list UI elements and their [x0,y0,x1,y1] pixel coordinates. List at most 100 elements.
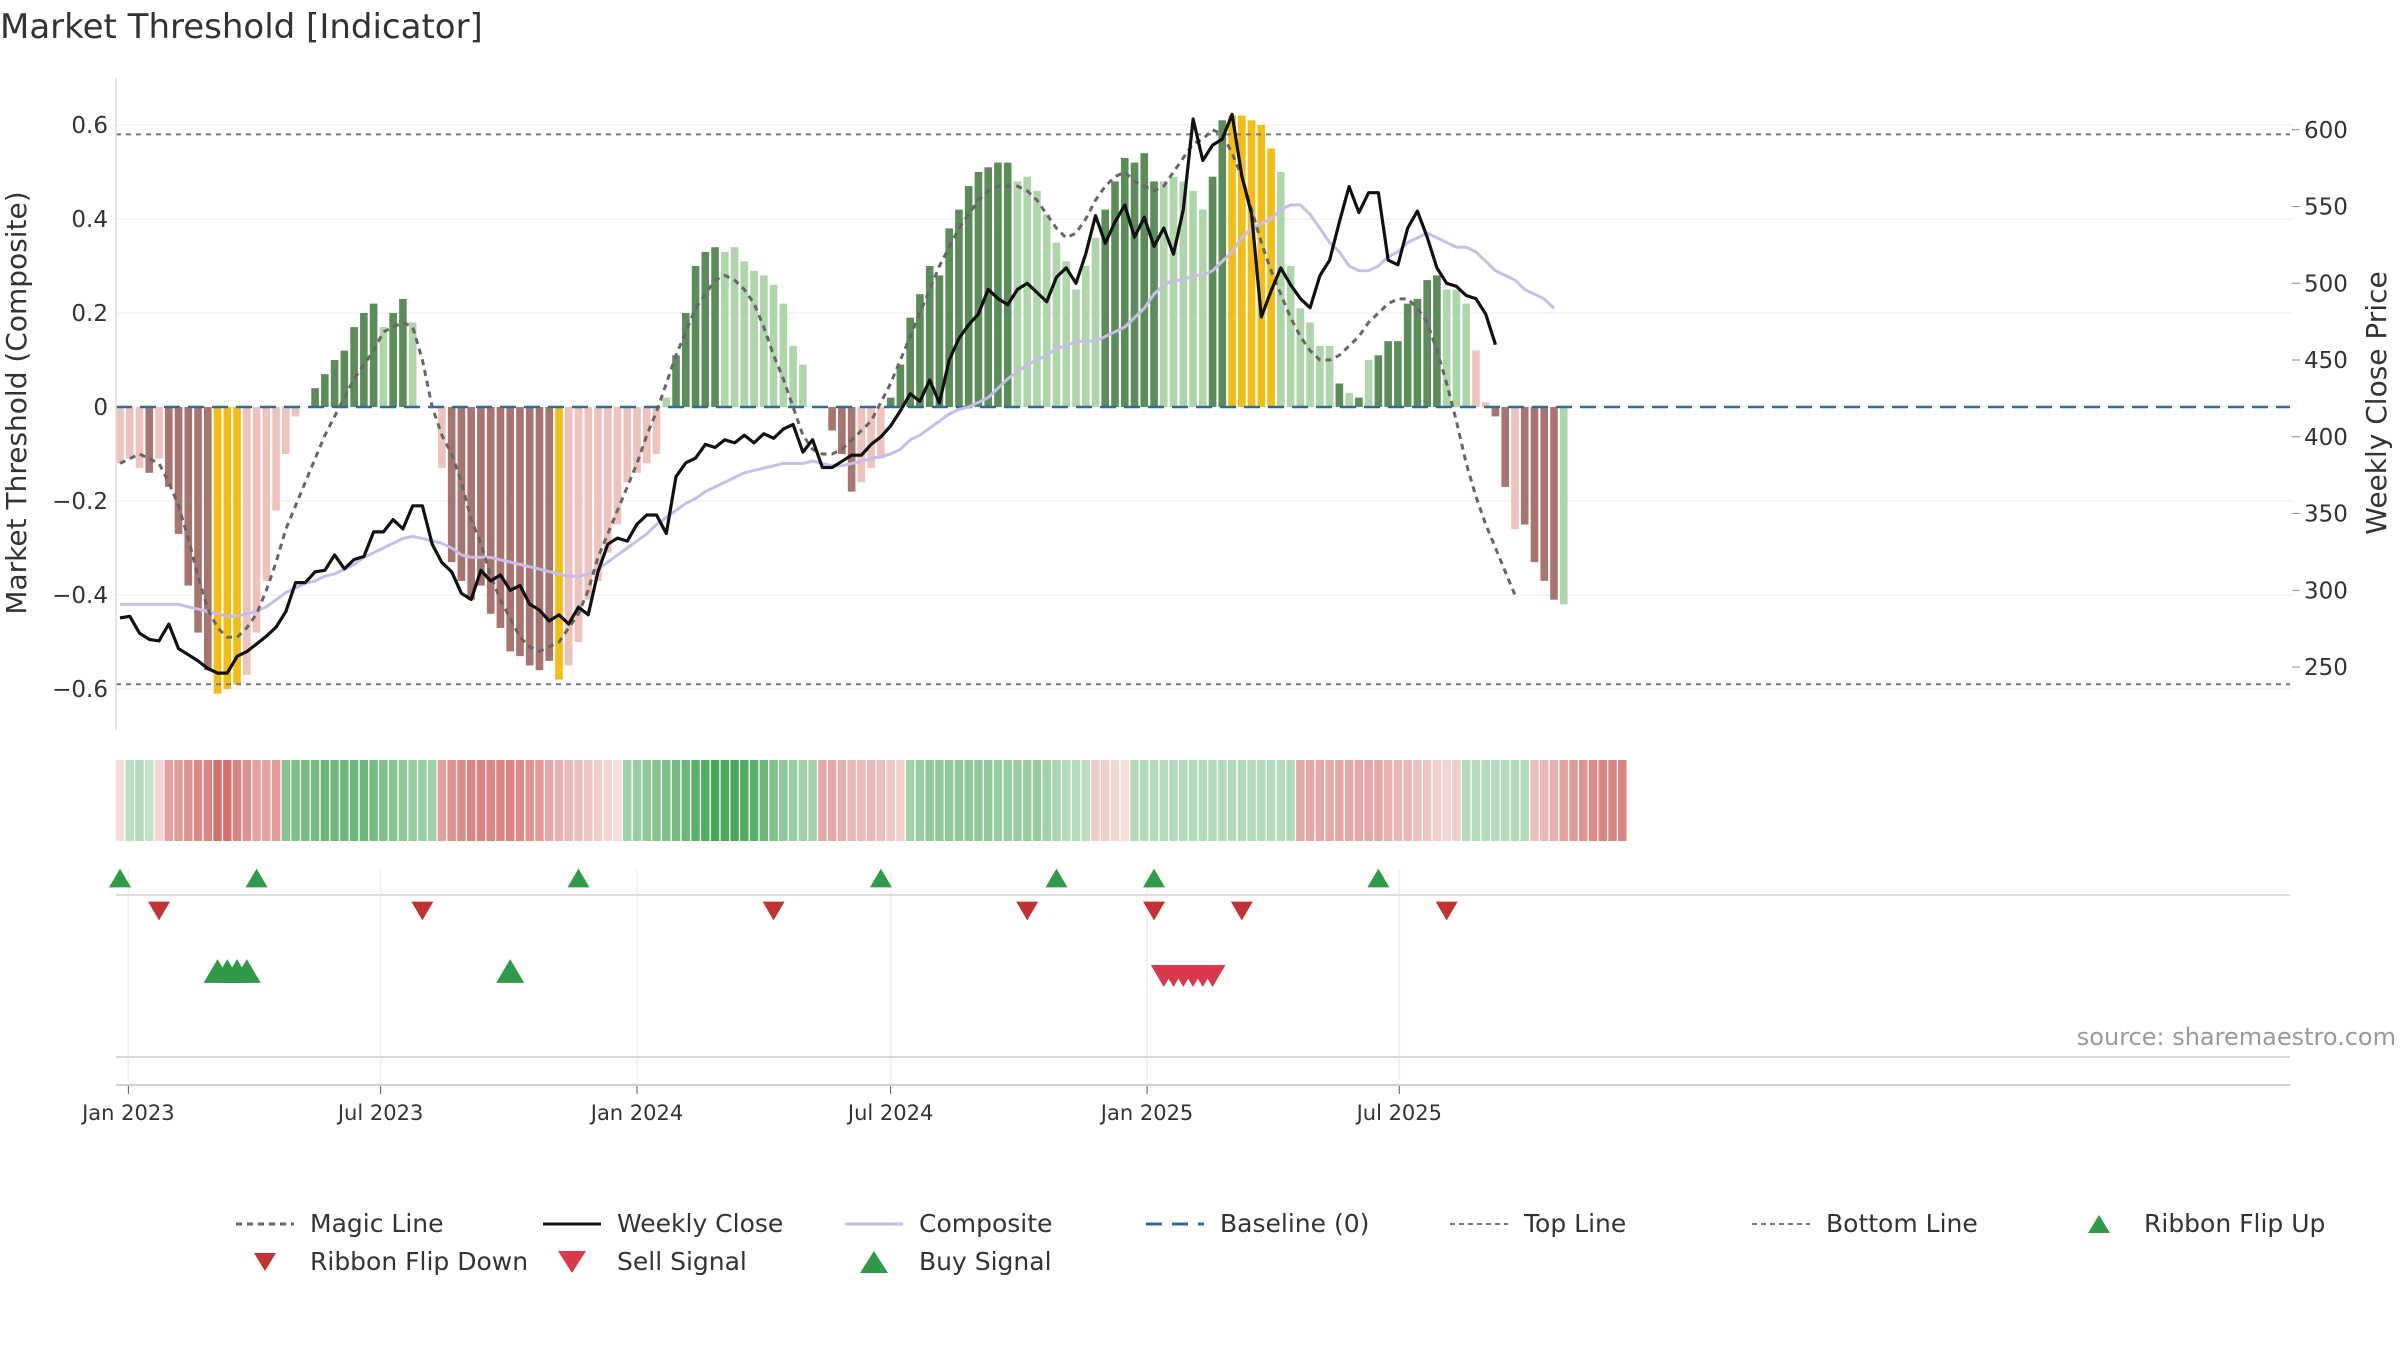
composite-bar [672,355,680,407]
y-right-tick-label: 250 [2304,655,2348,681]
y-right-tick-label: 300 [2304,578,2348,604]
ribbon-cell [193,760,203,841]
ribbon-cell [1491,760,1500,841]
y-left-tick-label: −0.4 [52,583,108,609]
ribbon-cell [1140,760,1149,841]
ribbon-cell [1159,760,1168,841]
ribbon-cell [301,760,310,841]
ribbon-cell [808,760,817,841]
signal-markers [109,868,1458,988]
composite-bar [1325,345,1334,407]
composite-bar [662,397,671,407]
sell-signal-marker [1199,964,1226,988]
ribbon-cell [145,760,154,841]
composite-bar [506,407,514,652]
ribbon-cell [1530,760,1539,841]
ribbon-cell [1305,760,1315,841]
composite-bar [408,322,417,407]
ribbon-cell [223,760,232,841]
ribbon-cell [545,760,554,841]
legend-label: Magic Line [310,1209,444,1238]
legend-swatch [558,1251,586,1273]
composite-bar [711,247,719,407]
composite-bar [896,364,905,407]
y-axis-right-label: Weekly Close Price [2360,271,2393,534]
composite-bar [477,407,485,586]
ribbon-flip-down-marker [1143,901,1166,921]
ribbon-cell [983,760,993,841]
ribbon-cell [623,760,632,841]
composite-bar [633,407,641,473]
ribbon-cell [486,760,495,841]
ribbon-flip-down-marker [1230,901,1253,921]
ribbon-cell [1549,760,1559,841]
ribbon-cell [1198,760,1208,841]
composite-bar [1559,407,1568,605]
ribbon-flip-up-marker [1045,868,1068,888]
composite-bar [1257,125,1266,407]
ribbon-cell [310,760,320,841]
composite-bar [360,313,368,407]
composite-bar [1179,181,1188,407]
ribbon-cell [584,760,593,841]
composite-bar [1296,308,1305,407]
composite-bar [564,407,573,666]
ribbon-cell [1354,760,1364,841]
magic-line [119,127,1517,654]
composite-bar [1540,407,1549,581]
composite-bar [525,407,534,666]
legend-label: Ribbon Flip Up [2144,1209,2325,1238]
ribbon-cell [330,760,339,841]
composite-bar [760,275,768,407]
ribbon-cell [1452,760,1461,841]
composite-bar [1159,181,1168,407]
ribbon-cell [964,760,973,841]
y-axis-left-label: Market Threshold (Composite) [0,191,33,614]
composite-bar [1169,176,1178,407]
ribbon-cell [1276,760,1286,841]
ribbon-cell [1257,760,1266,841]
ribbon-cell [603,760,612,841]
ribbon-cell [1315,760,1325,841]
composite-bar [974,172,983,407]
composite-bar [213,407,222,694]
legend: Magic Line Weekly Close Composite Baseline … [236,1209,2325,1276]
composite-bar [1481,402,1490,407]
composite-bar [164,407,173,487]
composite-bar [877,407,885,459]
ribbon-cell [1013,760,1022,841]
ribbon-cell [1413,760,1422,841]
composite-bar [681,313,690,407]
composite-bar [321,374,329,407]
composite-bar [1364,360,1373,407]
composite-bar [1003,162,1012,407]
legend-item-composite: Composite [845,1209,1052,1238]
composite-bar [594,407,602,581]
ribbon-cell [613,760,622,841]
composite-bar [457,407,466,581]
composite-bar [243,407,251,675]
composite-bar [1384,341,1392,407]
ribbon-flip-down-marker [1016,901,1039,921]
ribbon-cell [1608,760,1617,841]
ribbon-flip-up-marker [1143,868,1166,888]
composite-bar [838,407,846,454]
composite-bar [642,407,651,464]
buy-signal-marker [496,959,525,983]
ribbon-cell [759,760,769,841]
ribbon-cell [115,760,125,841]
ribbon-cell [1169,760,1178,841]
ribbon-cell [1091,760,1100,841]
ribbon-cell [427,760,437,841]
composite-bar [1042,214,1051,407]
composite-bar [935,275,944,407]
composite-bar [1013,181,1022,407]
legend-label: Top Line [1523,1209,1626,1238]
composite-bar [125,407,134,459]
ribbon-cell [418,760,427,841]
composite-bar [779,303,788,407]
y-left-tick-label: 0.6 [71,113,108,139]
ribbon-cell [652,760,661,841]
composite-bar [1052,242,1061,407]
composite-bar [1433,275,1441,407]
